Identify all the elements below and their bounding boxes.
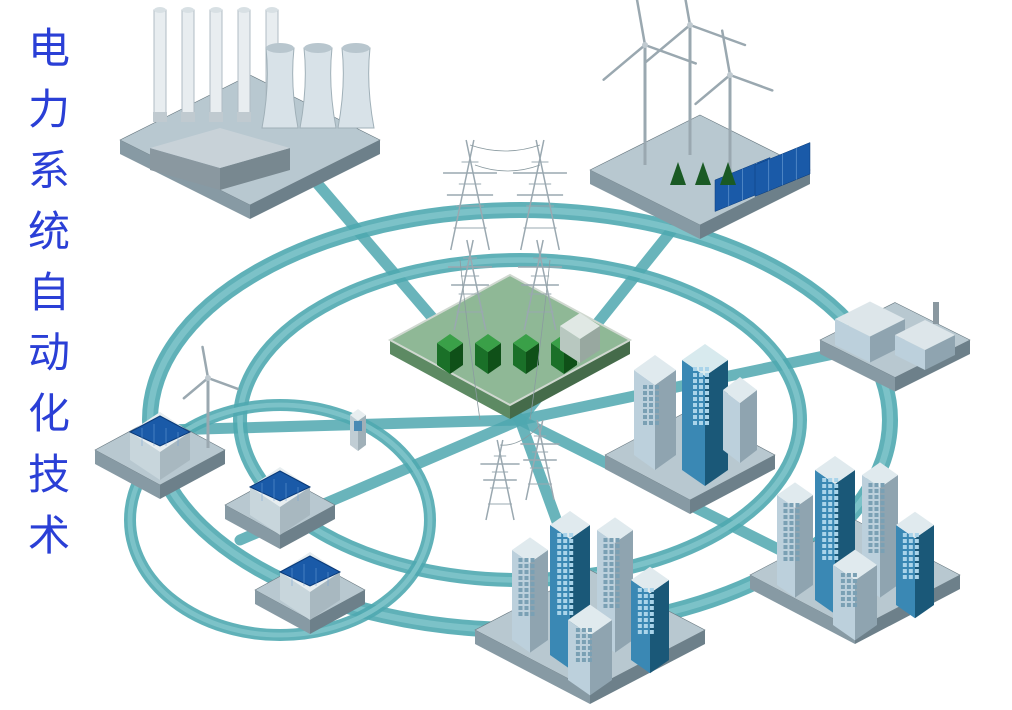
pylon bbox=[513, 140, 567, 250]
node-renewable bbox=[590, 0, 810, 239]
diagram-canvas bbox=[0, 0, 1012, 710]
node-thermal bbox=[120, 7, 380, 219]
title-char: 术 bbox=[28, 507, 70, 568]
title-char: 技 bbox=[28, 446, 70, 507]
title-vertical: 电力系统自动化技术 bbox=[28, 20, 70, 568]
title-char: 自 bbox=[28, 264, 70, 325]
title-char: 系 bbox=[28, 142, 70, 203]
title-char: 统 bbox=[28, 203, 70, 264]
pylon bbox=[480, 440, 519, 520]
charging-unit bbox=[350, 409, 366, 451]
title-char: 力 bbox=[28, 81, 70, 142]
title-char: 动 bbox=[28, 324, 70, 385]
pylon bbox=[443, 140, 497, 250]
title-char: 电 bbox=[28, 20, 70, 81]
title-char: 化 bbox=[28, 385, 70, 446]
